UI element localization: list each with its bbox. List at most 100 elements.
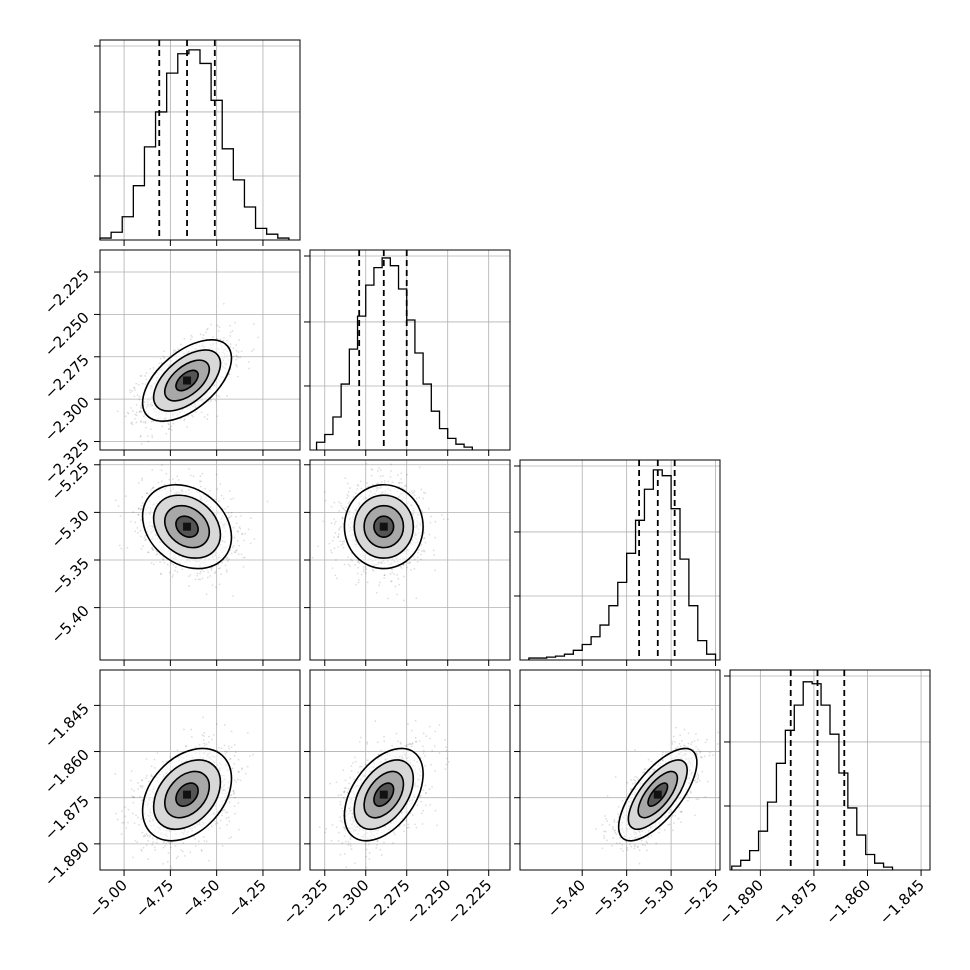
sample-point bbox=[380, 481, 383, 483]
sample-point bbox=[337, 546, 340, 548]
sample-point bbox=[162, 846, 165, 849]
sample-point bbox=[221, 561, 224, 564]
sample-point bbox=[140, 505, 143, 507]
sample-point bbox=[209, 575, 212, 577]
sample-point bbox=[134, 417, 136, 420]
sample-point bbox=[131, 409, 134, 412]
sample-point bbox=[382, 474, 384, 477]
sample-point bbox=[377, 469, 379, 472]
sample-point bbox=[232, 355, 235, 358]
sample-point bbox=[170, 562, 173, 564]
sample-point bbox=[151, 837, 154, 840]
sample-point bbox=[354, 564, 357, 566]
sample-point bbox=[147, 440, 150, 443]
sample-point bbox=[199, 578, 202, 581]
sample-point bbox=[162, 557, 164, 560]
sample-point bbox=[144, 422, 147, 424]
sample-point bbox=[214, 586, 217, 589]
sample-point bbox=[138, 395, 141, 398]
sample-point bbox=[152, 486, 155, 489]
sample-point bbox=[202, 570, 205, 573]
sample-point bbox=[134, 839, 137, 842]
sample-point bbox=[144, 538, 147, 541]
sample-point bbox=[168, 428, 170, 430]
sample-point bbox=[124, 415, 127, 418]
sample-point bbox=[227, 516, 230, 519]
sample-point bbox=[371, 468, 374, 471]
sample-point bbox=[415, 497, 418, 500]
sample-point bbox=[160, 464, 163, 466]
sample-point bbox=[136, 527, 139, 529]
sample-point bbox=[390, 463, 393, 466]
sample-point bbox=[236, 530, 239, 533]
sample-point bbox=[187, 575, 190, 578]
sample-point bbox=[334, 574, 337, 577]
sample-point bbox=[371, 568, 374, 571]
sample-point bbox=[235, 355, 238, 358]
sample-point bbox=[234, 321, 236, 324]
sample-point bbox=[154, 849, 157, 851]
sample-point bbox=[393, 573, 396, 576]
sample-point bbox=[149, 367, 152, 370]
density-p3-0 bbox=[114, 716, 254, 869]
sample-point bbox=[174, 566, 177, 569]
sample-point bbox=[333, 518, 336, 520]
sample-point bbox=[183, 337, 186, 340]
sample-point bbox=[221, 844, 224, 847]
sample-point bbox=[357, 566, 359, 569]
sample-point bbox=[399, 565, 402, 568]
sample-point bbox=[150, 773, 153, 776]
sample-point bbox=[383, 479, 386, 482]
sample-point bbox=[137, 788, 140, 790]
sample-point bbox=[352, 496, 355, 498]
density-p2-0 bbox=[114, 464, 269, 597]
sample-point bbox=[390, 580, 392, 583]
sample-point bbox=[239, 356, 242, 359]
sample-point bbox=[228, 516, 231, 518]
sample-point bbox=[191, 414, 193, 417]
panel-hist-3: −1.890 −1.875 −1.860 −1.845 bbox=[715, 669, 931, 928]
sample-point bbox=[334, 520, 337, 523]
sample-point bbox=[391, 571, 394, 574]
sample-point bbox=[145, 777, 147, 779]
sample-point bbox=[201, 733, 204, 736]
sample-point bbox=[418, 496, 421, 499]
sample-point bbox=[135, 403, 138, 406]
sample-point bbox=[144, 534, 147, 537]
sample-point bbox=[233, 754, 236, 757]
sample-point bbox=[213, 572, 216, 574]
panel-frame bbox=[729, 669, 931, 871]
histogram-step bbox=[528, 469, 717, 660]
sample-point bbox=[139, 529, 142, 532]
sample-point bbox=[390, 470, 392, 472]
sample-point bbox=[222, 497, 225, 500]
sample-point bbox=[219, 338, 222, 341]
sample-point bbox=[210, 825, 213, 828]
sample-point bbox=[174, 482, 177, 485]
sample-point bbox=[232, 789, 235, 792]
sample-point bbox=[133, 822, 136, 825]
sample-point bbox=[163, 483, 166, 486]
sample-point bbox=[247, 360, 250, 363]
sample-point bbox=[423, 537, 426, 539]
sample-point bbox=[176, 749, 179, 752]
sample-point bbox=[140, 406, 142, 409]
sample-point bbox=[359, 480, 362, 483]
sample-point bbox=[235, 349, 238, 352]
sample-point bbox=[138, 410, 141, 413]
sample-point bbox=[406, 473, 408, 476]
sample-point bbox=[386, 597, 389, 600]
sample-point bbox=[145, 492, 148, 495]
sample-point bbox=[337, 533, 340, 536]
sample-point bbox=[177, 348, 180, 350]
sample-point bbox=[420, 543, 423, 546]
sample-point bbox=[190, 334, 193, 337]
sample-point bbox=[221, 809, 224, 812]
y-tick-label: −2.300 bbox=[41, 393, 93, 445]
panel-hist-2 bbox=[514, 459, 721, 666]
sample-point bbox=[378, 584, 381, 587]
sample-point bbox=[240, 515, 243, 517]
sample-point bbox=[225, 569, 228, 571]
sample-point bbox=[155, 554, 158, 556]
sample-point bbox=[167, 428, 170, 431]
